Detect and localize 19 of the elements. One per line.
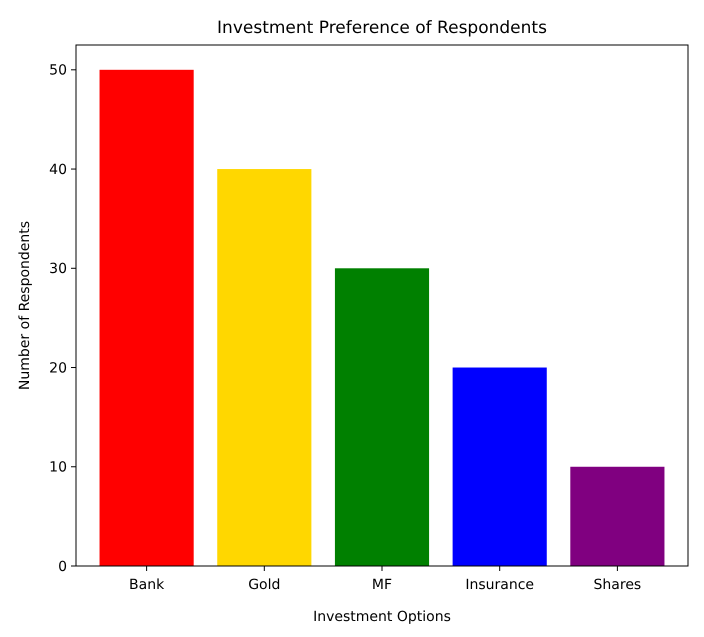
- x-tick-label: MF: [372, 577, 392, 593]
- y-tick-label: 50: [49, 62, 67, 79]
- y-axis-title: Number of Respondents: [16, 220, 33, 390]
- y-tick-label: 30: [49, 261, 67, 278]
- bar: [100, 70, 194, 566]
- y-tick-label: 10: [49, 460, 67, 476]
- bar: [452, 368, 547, 566]
- bar: [334, 268, 430, 566]
- x-tick-label: Gold: [248, 577, 280, 593]
- y-tick-label: 0: [58, 558, 67, 575]
- bar: [570, 466, 664, 566]
- x-tick-label: Shares: [594, 577, 642, 593]
- y-tick-label: 20: [49, 360, 67, 376]
- y-tick-label: 40: [49, 162, 67, 178]
- chart-title: Investment Preference of Respondents: [217, 18, 548, 38]
- x-tick-label: Insurance: [465, 577, 534, 593]
- x-axis-title: Investment Options: [313, 609, 451, 625]
- x-tick-label: Bank: [129, 577, 166, 593]
- bar: [217, 169, 312, 566]
